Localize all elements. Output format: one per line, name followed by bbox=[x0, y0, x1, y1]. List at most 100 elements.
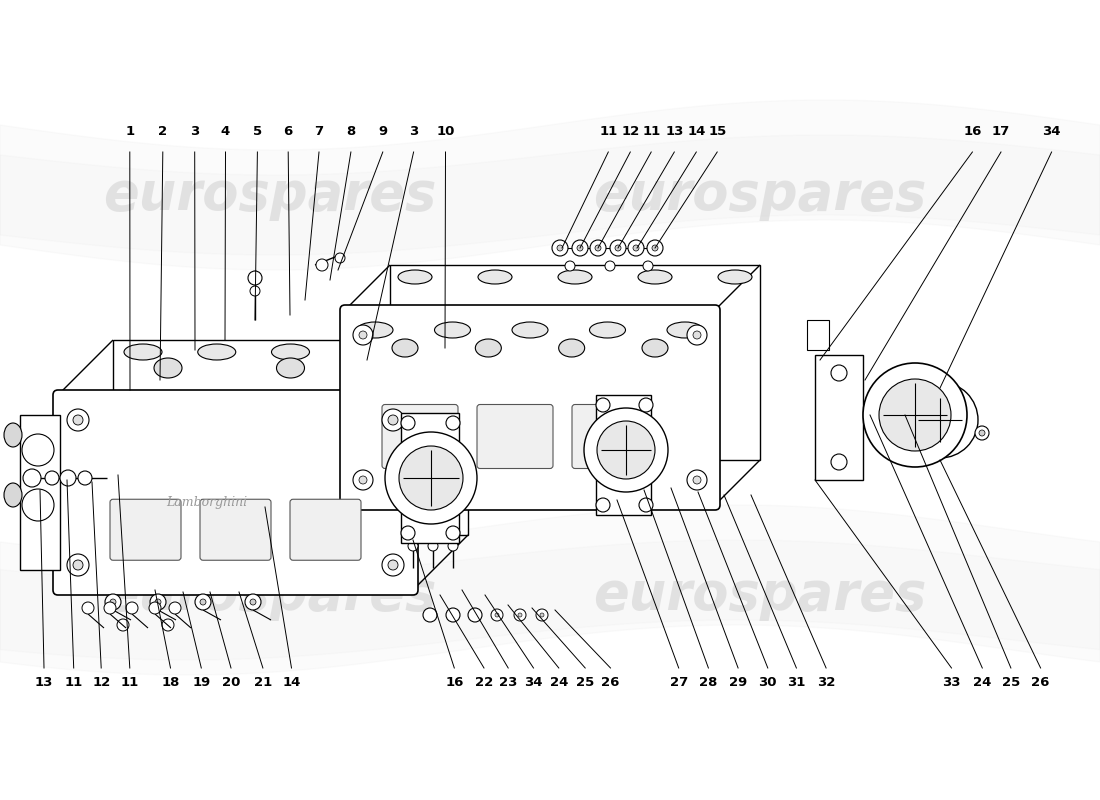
Circle shape bbox=[359, 476, 367, 484]
Circle shape bbox=[632, 245, 639, 251]
Ellipse shape bbox=[667, 322, 703, 338]
Text: eurospares: eurospares bbox=[593, 169, 926, 221]
Text: 14: 14 bbox=[283, 676, 300, 689]
Text: 25: 25 bbox=[1002, 676, 1020, 689]
Circle shape bbox=[126, 602, 138, 614]
FancyBboxPatch shape bbox=[53, 390, 418, 595]
Circle shape bbox=[448, 541, 458, 551]
Ellipse shape bbox=[276, 358, 305, 378]
Circle shape bbox=[388, 415, 398, 425]
Circle shape bbox=[830, 365, 847, 381]
Ellipse shape bbox=[358, 322, 393, 338]
Text: 15: 15 bbox=[708, 125, 726, 138]
Circle shape bbox=[104, 602, 116, 614]
Circle shape bbox=[424, 608, 437, 622]
Circle shape bbox=[245, 594, 261, 610]
Text: 20: 20 bbox=[222, 676, 240, 689]
Text: 6: 6 bbox=[284, 125, 293, 138]
Bar bbox=[402, 413, 459, 543]
Circle shape bbox=[23, 469, 41, 487]
Bar bbox=[815, 355, 864, 480]
Ellipse shape bbox=[4, 483, 22, 507]
Circle shape bbox=[688, 325, 707, 345]
Text: eurospares: eurospares bbox=[103, 169, 437, 221]
Text: 9: 9 bbox=[378, 125, 387, 138]
Circle shape bbox=[552, 240, 568, 256]
Circle shape bbox=[408, 541, 418, 551]
Text: 18: 18 bbox=[162, 676, 179, 689]
Text: 32: 32 bbox=[817, 676, 835, 689]
Text: 27: 27 bbox=[670, 676, 688, 689]
Text: 33: 33 bbox=[943, 676, 960, 689]
Text: 11: 11 bbox=[121, 676, 139, 689]
Circle shape bbox=[652, 245, 658, 251]
Circle shape bbox=[67, 554, 89, 576]
Circle shape bbox=[628, 240, 643, 256]
Circle shape bbox=[639, 498, 653, 512]
Circle shape bbox=[382, 554, 404, 576]
Circle shape bbox=[382, 409, 404, 431]
Circle shape bbox=[428, 541, 438, 551]
Circle shape bbox=[536, 609, 548, 621]
Circle shape bbox=[979, 430, 984, 436]
Circle shape bbox=[67, 409, 89, 431]
Circle shape bbox=[902, 382, 978, 458]
Text: 7: 7 bbox=[315, 125, 323, 138]
Circle shape bbox=[200, 599, 206, 605]
Text: 31: 31 bbox=[788, 676, 805, 689]
Text: 8: 8 bbox=[346, 125, 355, 138]
Circle shape bbox=[610, 240, 626, 256]
Polygon shape bbox=[20, 415, 60, 570]
Circle shape bbox=[639, 398, 653, 412]
Ellipse shape bbox=[642, 339, 668, 357]
Text: 14: 14 bbox=[688, 125, 705, 138]
Circle shape bbox=[572, 240, 588, 256]
Text: 4: 4 bbox=[221, 125, 230, 138]
Circle shape bbox=[597, 421, 654, 479]
Text: 17: 17 bbox=[992, 125, 1010, 138]
Circle shape bbox=[830, 454, 847, 470]
Text: 12: 12 bbox=[92, 676, 110, 689]
Text: 21: 21 bbox=[254, 676, 272, 689]
Text: 10: 10 bbox=[437, 125, 454, 138]
Ellipse shape bbox=[124, 344, 162, 360]
Circle shape bbox=[584, 408, 668, 492]
Circle shape bbox=[336, 253, 345, 263]
FancyBboxPatch shape bbox=[200, 499, 271, 560]
Circle shape bbox=[22, 489, 54, 521]
Ellipse shape bbox=[198, 344, 235, 360]
Text: 26: 26 bbox=[1032, 676, 1049, 689]
Circle shape bbox=[45, 471, 59, 485]
Text: 12: 12 bbox=[621, 125, 639, 138]
Ellipse shape bbox=[419, 344, 456, 360]
Ellipse shape bbox=[399, 358, 427, 378]
Circle shape bbox=[879, 379, 952, 451]
Ellipse shape bbox=[154, 358, 182, 378]
Text: Lamborghini: Lamborghini bbox=[535, 326, 616, 340]
Circle shape bbox=[73, 415, 82, 425]
Text: 24: 24 bbox=[550, 676, 568, 689]
Circle shape bbox=[540, 613, 544, 617]
Ellipse shape bbox=[558, 270, 592, 284]
Circle shape bbox=[399, 446, 463, 510]
Text: 30: 30 bbox=[759, 676, 777, 689]
Circle shape bbox=[596, 498, 611, 512]
Circle shape bbox=[468, 608, 482, 622]
Text: 19: 19 bbox=[192, 676, 210, 689]
Circle shape bbox=[250, 286, 260, 296]
FancyBboxPatch shape bbox=[290, 499, 361, 560]
Circle shape bbox=[402, 526, 415, 540]
Ellipse shape bbox=[638, 270, 672, 284]
Bar bbox=[596, 395, 651, 515]
Circle shape bbox=[155, 599, 161, 605]
Ellipse shape bbox=[512, 322, 548, 338]
Text: 3: 3 bbox=[409, 125, 418, 138]
Circle shape bbox=[117, 619, 129, 631]
FancyBboxPatch shape bbox=[572, 405, 648, 469]
Circle shape bbox=[495, 613, 499, 617]
Circle shape bbox=[446, 526, 460, 540]
Circle shape bbox=[82, 602, 94, 614]
Circle shape bbox=[402, 416, 415, 430]
Circle shape bbox=[595, 245, 601, 251]
Circle shape bbox=[169, 602, 182, 614]
